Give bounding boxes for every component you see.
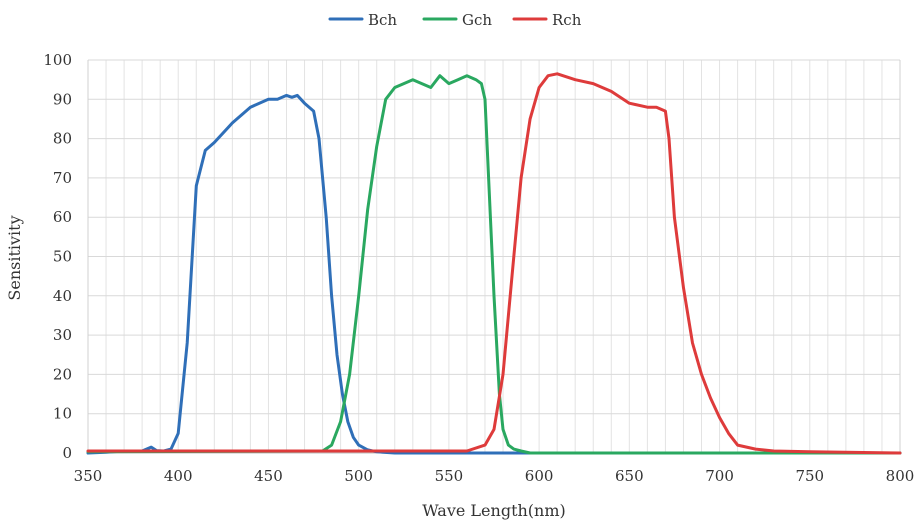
y-tick-label: 60 bbox=[53, 208, 72, 226]
legend-label-gch: Gch bbox=[462, 11, 492, 29]
x-axis-label: Wave Length(nm) bbox=[422, 501, 566, 520]
y-tick-label: 0 bbox=[62, 444, 72, 462]
x-tick-label: 700 bbox=[705, 467, 734, 485]
legend-label-bch: Bch bbox=[368, 11, 397, 29]
x-tick-label: 400 bbox=[164, 467, 193, 485]
y-tick-label: 70 bbox=[53, 169, 72, 187]
x-tick-label: 600 bbox=[525, 467, 554, 485]
legend: Bch Gch Rch bbox=[328, 11, 582, 29]
x-tick-label: 650 bbox=[615, 467, 644, 485]
x-tick-label: 750 bbox=[795, 467, 824, 485]
series-lines bbox=[86, 72, 902, 455]
x-tick-label: 800 bbox=[886, 467, 915, 485]
x-tick-label: 350 bbox=[74, 467, 103, 485]
y-tick-label: 100 bbox=[43, 51, 72, 69]
series-line-gch bbox=[86, 74, 902, 455]
y-tick-label: 90 bbox=[53, 90, 72, 108]
series-line-rch bbox=[86, 72, 902, 455]
x-tick-label: 500 bbox=[344, 467, 373, 485]
y-tick-label: 80 bbox=[53, 130, 72, 148]
y-tick-label: 30 bbox=[53, 326, 72, 344]
grid bbox=[87, 59, 901, 454]
y-tick-label: 50 bbox=[53, 248, 72, 266]
x-tick-label: 550 bbox=[435, 467, 464, 485]
y-tick-label: 20 bbox=[53, 365, 72, 383]
y-tick-label: 10 bbox=[53, 405, 72, 423]
y-tick-label: 40 bbox=[53, 287, 72, 305]
axes: 0 10 20 30 40 50 60 70 80 90 100 350 400 450 500 550 600… bbox=[43, 51, 914, 485]
legend-label-rch: Rch bbox=[552, 11, 582, 29]
x-tick-label: 450 bbox=[254, 467, 283, 485]
y-axis-label: Sensitivity bbox=[5, 215, 24, 300]
